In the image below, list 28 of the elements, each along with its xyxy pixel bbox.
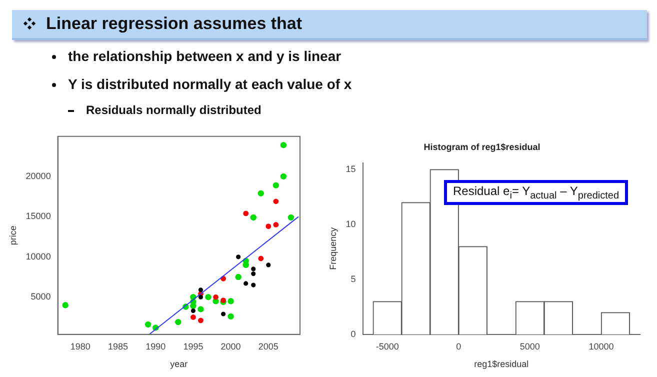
text: Y is distributed normally at each value of x <box>68 76 352 92</box>
y-tick-label: 5000 <box>30 292 51 302</box>
annotation: Residual e$_{i}$= Y$_{actual}$ – Y$_{predicted}$ <box>444 180 628 206</box>
y-tick-label: 20000 <box>26 170 51 181</box>
x-tick-label: 5000 <box>520 341 540 352</box>
x-tick-label: 1995 <box>183 341 204 352</box>
x-tick-label: 1990 <box>146 341 166 352</box>
x-tick-label: 2005 <box>258 341 278 352</box>
y-tick-label: 10 <box>346 218 356 229</box>
y-tick-label: 5 <box>350 274 356 284</box>
x-tick-label: 2000 <box>220 341 241 352</box>
y-tick-label: 0 <box>350 328 356 339</box>
text: the relationship between x and y is linear <box>68 48 342 64</box>
x-tick-label: -5000 <box>376 341 399 352</box>
x-tick-label: 10000 <box>588 341 614 352</box>
x-tick-label: 0 <box>456 341 462 352</box>
chart-title: Linear regression assumes that <box>46 14 302 34</box>
y-tick-label: 15 <box>346 164 356 174</box>
y-tick-label: 15000 <box>26 211 51 222</box>
x-axis-title: reg1$residual <box>474 359 529 370</box>
y-axis-title: Frequency <box>328 226 338 270</box>
y-axis-title: price <box>8 226 18 246</box>
y-tick-label: 10000 <box>26 251 51 262</box>
x-axis-title: year <box>170 359 188 370</box>
x-tick-label: 1980 <box>70 341 90 352</box>
text: Residuals normally distributed <box>86 103 262 117</box>
x-tick-label: 1985 <box>108 341 128 352</box>
chart-title: Histogram of reg1$residual <box>424 142 540 152</box>
